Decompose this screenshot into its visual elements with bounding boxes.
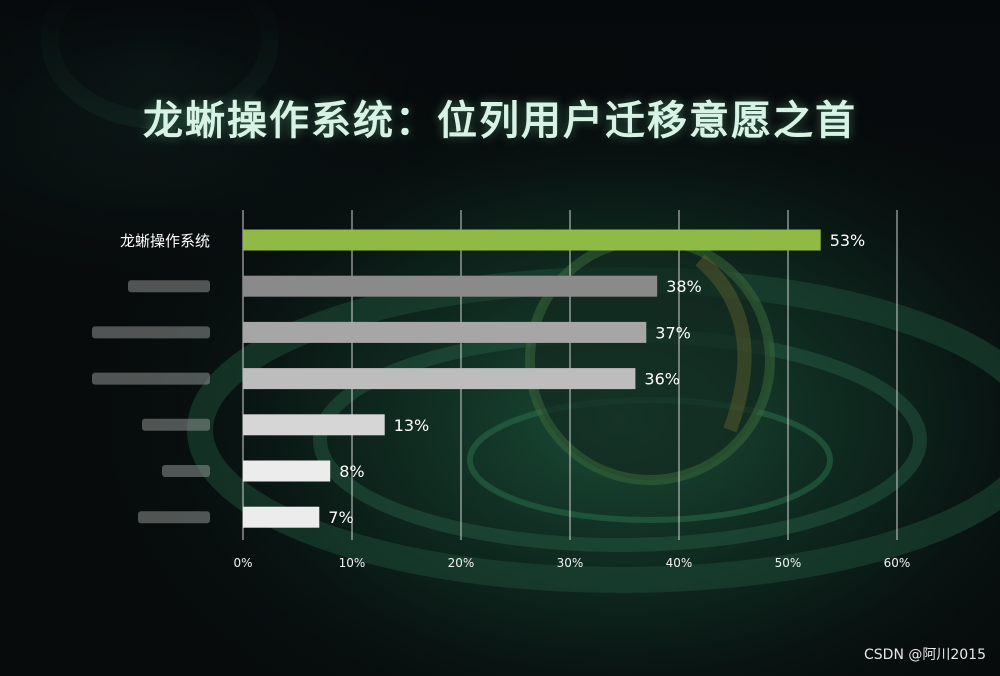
obscured-category-label	[162, 465, 210, 477]
value-label: 8%	[339, 462, 364, 481]
bar	[243, 506, 320, 528]
obscured-category-label	[142, 418, 210, 431]
x-tick-label: 20%	[448, 556, 475, 570]
value-label: 36%	[644, 370, 680, 389]
obscured-category-label	[138, 511, 210, 524]
x-tick-label: 40%	[666, 556, 693, 570]
value-label: 13%	[394, 416, 430, 435]
category-label: 龙蜥操作系统	[120, 232, 210, 250]
page-title: 龙蜥操作系统：位列用户迁移意愿之首	[143, 98, 857, 144]
bar	[243, 414, 385, 436]
bar	[243, 321, 647, 343]
x-tick-label: 0%	[233, 556, 252, 570]
bar	[243, 368, 636, 390]
bar	[243, 275, 658, 297]
x-tick-label: 60%	[884, 556, 911, 570]
x-tick-label: 30%	[557, 556, 584, 570]
bar	[243, 460, 331, 482]
value-label: 53%	[830, 231, 866, 250]
watermark: CSDN @阿川2015	[864, 647, 986, 663]
value-label: 7%	[328, 508, 353, 527]
value-label: 38%	[666, 277, 702, 296]
bar	[243, 229, 821, 251]
obscured-category-label	[92, 326, 210, 339]
x-tick-label: 10%	[339, 556, 366, 570]
obscured-category-label	[128, 280, 210, 293]
x-tick-label: 50%	[775, 556, 802, 570]
value-label: 37%	[655, 323, 691, 342]
obscured-category-label	[92, 372, 210, 385]
